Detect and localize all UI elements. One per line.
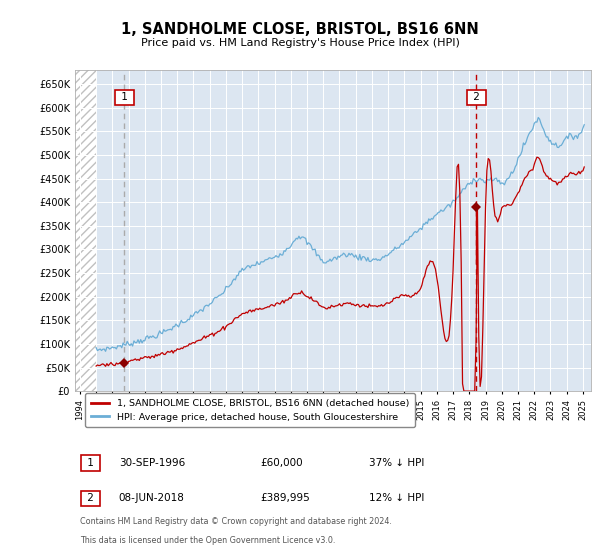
Text: 12% ↓ HPI: 12% ↓ HPI: [369, 493, 424, 503]
Text: 1: 1: [118, 92, 131, 102]
Bar: [75, 70, 96, 391]
Text: 2: 2: [470, 92, 483, 102]
Text: Price paid vs. HM Land Registry's House Price Index (HPI): Price paid vs. HM Land Registry's House …: [140, 38, 460, 48]
Text: Contains HM Land Registry data © Crown copyright and database right 2024.: Contains HM Land Registry data © Crown c…: [80, 517, 392, 526]
Text: This data is licensed under the Open Government Licence v3.0.: This data is licensed under the Open Gov…: [80, 536, 335, 545]
Text: 1, SANDHOLME CLOSE, BRISTOL, BS16 6NN: 1, SANDHOLME CLOSE, BRISTOL, BS16 6NN: [121, 22, 479, 38]
Text: 2: 2: [84, 493, 97, 503]
Text: £60,000: £60,000: [261, 458, 304, 468]
Text: 37% ↓ HPI: 37% ↓ HPI: [369, 458, 424, 468]
Text: £389,995: £389,995: [261, 493, 311, 503]
Text: 08-JUN-2018: 08-JUN-2018: [119, 493, 185, 503]
Legend: 1, SANDHOLME CLOSE, BRISTOL, BS16 6NN (detached house), HPI: Average price, deta: 1, SANDHOLME CLOSE, BRISTOL, BS16 6NN (d…: [85, 393, 415, 427]
Text: 1: 1: [84, 458, 97, 468]
Text: 30-SEP-1996: 30-SEP-1996: [119, 458, 185, 468]
